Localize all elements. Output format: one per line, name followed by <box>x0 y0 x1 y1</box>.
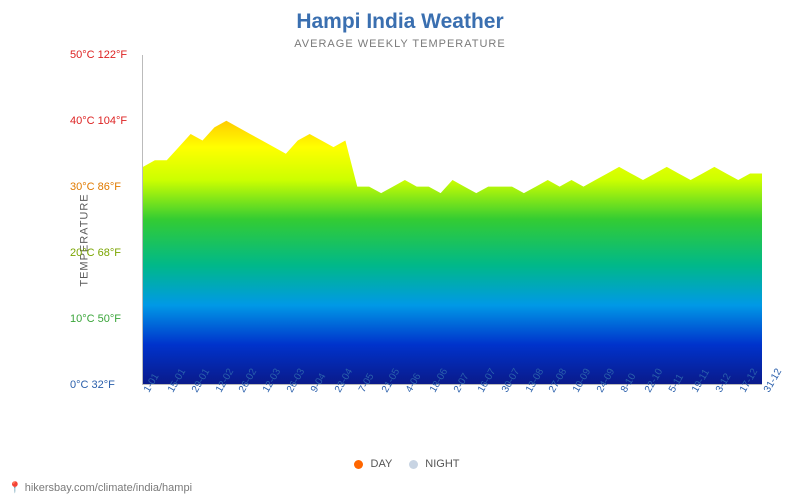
footer: 📍hikersbay.com/climate/india/hampi <box>8 481 192 494</box>
y-tick: 20°C 68°F <box>70 247 121 259</box>
y-tick: 0°C 32°F <box>70 379 115 391</box>
y-axis: 50°C 122°F40°C 104°F30°C 86°F20°C 68°F10… <box>70 55 140 385</box>
map-pin-icon: 📍 <box>8 482 22 494</box>
y-tick: 50°C 122°F <box>70 49 127 61</box>
y-tick: 40°C 104°F <box>70 115 127 127</box>
plot-area <box>142 55 762 385</box>
page-title: Hampi India Weather <box>0 0 800 34</box>
weather-chart-container: Hampi India Weather AVERAGE WEEKLY TEMPE… <box>0 0 800 500</box>
area-chart-svg <box>143 55 762 384</box>
legend: DAY NIGHT <box>0 458 800 470</box>
y-tick: 30°C 86°F <box>70 181 121 193</box>
legend-day-swatch <box>354 460 363 469</box>
chart-area: TEMPERATURE 50°C 122°F40°C 104°F30°C 86°… <box>30 55 770 425</box>
footer-text: hikersbay.com/climate/india/hampi <box>25 482 192 494</box>
legend-night-label: NIGHT <box>425 458 459 470</box>
legend-night-swatch <box>409 460 418 469</box>
x-axis: 1-0115-0129-0112-0226-0212-0326-039-0423… <box>142 385 762 425</box>
x-tick: 31-12 <box>762 367 784 395</box>
legend-day-label: DAY <box>371 458 393 470</box>
y-tick: 10°C 50°F <box>70 313 121 325</box>
